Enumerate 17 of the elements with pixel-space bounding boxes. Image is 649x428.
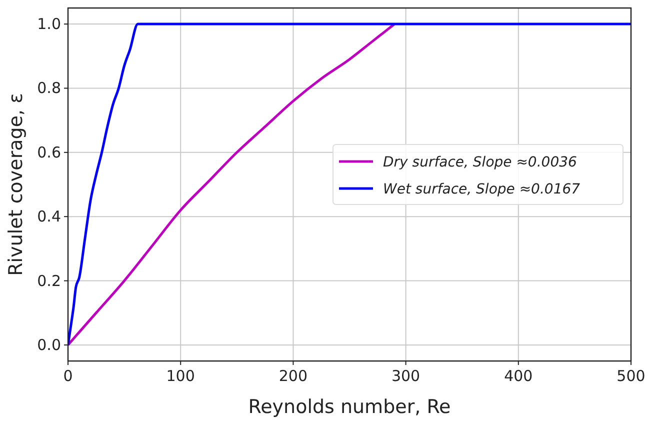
y-tick-label: 0.0 (37, 336, 61, 354)
y-tick-label: 0.2 (37, 272, 61, 290)
x-tick-label: 100 (166, 367, 195, 385)
y-tick-label: 0.4 (37, 208, 61, 226)
line-series (68, 22, 631, 346)
x-axis-title: Reynolds number, Re (248, 396, 451, 418)
y-tick-label: 0.8 (37, 79, 61, 98)
y-tick-label: 0.6 (37, 143, 61, 162)
x-tick-label: 500 (616, 367, 646, 385)
x-tick-label: 0 (63, 367, 73, 385)
legend-label: Wet surface, Slope ≈0.0167 (383, 182, 580, 198)
x-tick-label: 400 (504, 367, 533, 385)
y-axis-title: Rivulet coverage, ε (5, 93, 27, 276)
x-tick-label: 200 (278, 367, 308, 385)
y-tick-label: 1.0 (37, 15, 61, 34)
x-tick-label: 300 (391, 367, 420, 385)
legend-label: Dry surface, Slope ≈0.0036 (383, 154, 578, 170)
